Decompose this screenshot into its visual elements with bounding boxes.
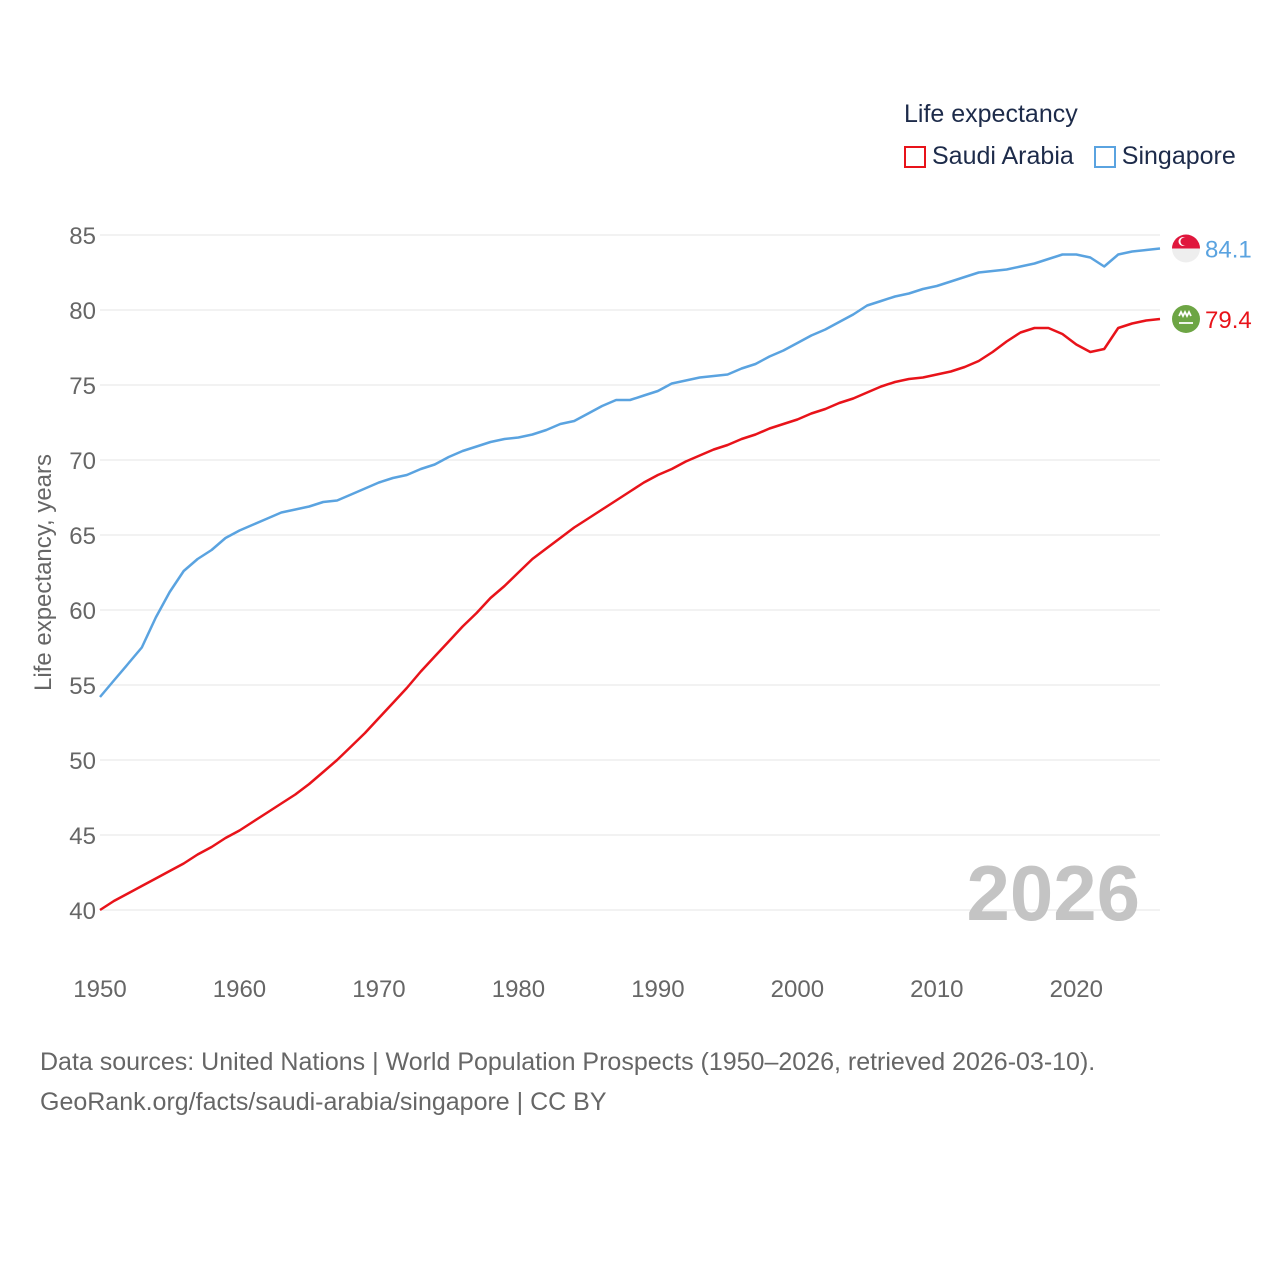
- series-line-saudi-arabia: [99, 317, 1161, 912]
- singapore-flag-icon: [1172, 234, 1200, 263]
- x-tick-label: 1960: [213, 976, 266, 1003]
- x-tick-label: 1970: [352, 976, 405, 1003]
- year-watermark: 2026: [966, 849, 1140, 937]
- legend-item-singapore[interactable]: Singapore: [1093, 142, 1236, 171]
- y-axis-title: Life expectancy, years: [30, 454, 57, 691]
- saudi-arabia-flag-icon: [1172, 305, 1200, 333]
- data-source-text: Data sources: United Nations | World Pop…: [40, 1048, 1096, 1076]
- flag-base: [1172, 305, 1200, 333]
- legend-swatch-saudi-arabia: [904, 145, 926, 168]
- y-tick-label: 50: [69, 748, 96, 775]
- attribution-text[interactable]: GeoRank.org/facts/saudi-arabia/singapore…: [40, 1088, 607, 1116]
- y-tick-label: 45: [69, 823, 96, 850]
- x-tick-label: 2010: [910, 976, 963, 1003]
- flag-emblem: [1178, 309, 1193, 324]
- y-tick-label: 85: [69, 223, 96, 250]
- footer: Data sources: United Nations | World Pop…: [40, 1042, 1095, 1122]
- legend-label-singapore: Singapore: [1121, 142, 1236, 170]
- legend: Saudi Arabia Singapore: [904, 142, 1236, 171]
- flag-crescent-cut: [1180, 237, 1189, 246]
- y-tick-label: 60: [69, 598, 96, 625]
- y-tick-label: 80: [69, 298, 96, 325]
- legend-title: Life expectancy: [904, 100, 1078, 128]
- x-tick-label: 1990: [631, 976, 684, 1003]
- y-tick-label: 40: [69, 898, 96, 925]
- legend-label-saudi-arabia: Saudi Arabia: [932, 142, 1074, 170]
- end-value-label-singapore: 84.1: [1205, 237, 1252, 264]
- legend-item-saudi-arabia[interactable]: Saudi Arabia: [904, 142, 1074, 171]
- y-tick-label: 75: [69, 373, 96, 400]
- x-tick-label: 2020: [1050, 976, 1103, 1003]
- series-line-singapore: [99, 247, 1161, 698]
- x-tick-label: 1980: [492, 976, 545, 1003]
- y-tick-label: 65: [69, 523, 96, 550]
- x-tick-label: 1950: [73, 976, 126, 1003]
- y-tick-label: 70: [69, 448, 96, 475]
- y-tick-label: 55: [69, 673, 96, 700]
- legend-swatch-singapore: [1093, 145, 1116, 168]
- x-tick-label: 2000: [771, 976, 824, 1003]
- end-value-label-saudi-arabia: 79.4: [1205, 307, 1252, 334]
- line-chart: 40 45 50 55 60 65 70 75 80 85 1950 1960 1970 1980 1990…: [30, 223, 1252, 1003]
